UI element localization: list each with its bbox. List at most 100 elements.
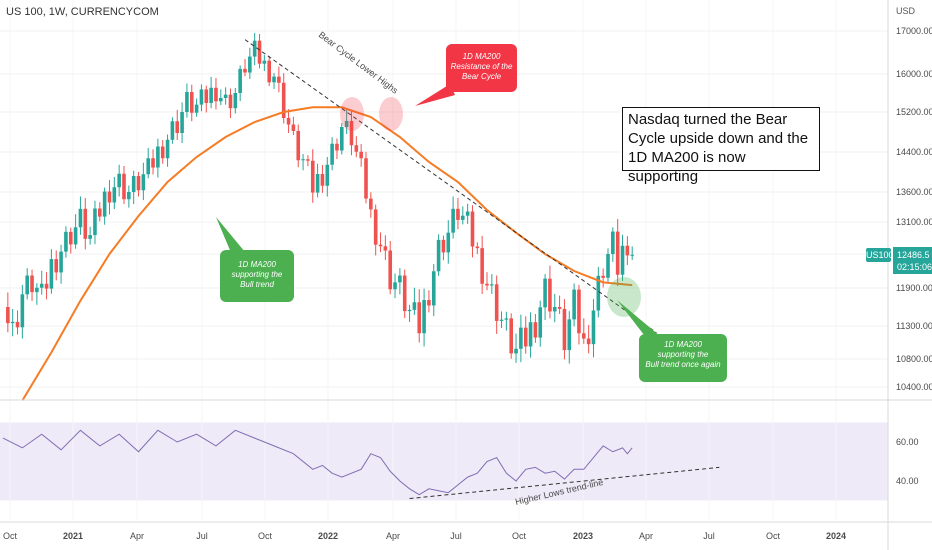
candle-body (523, 327, 528, 347)
candle-body (286, 118, 291, 125)
candle-body (538, 307, 543, 338)
time-tick-label: Apr (639, 531, 653, 541)
time-tick-label: Jul (196, 531, 208, 541)
candle-body (25, 275, 29, 295)
price-tick-label: 13100.00 (896, 217, 932, 227)
price-tick-label: 15200.00 (896, 107, 932, 117)
support-marker (607, 277, 641, 317)
candle-body (494, 284, 499, 321)
ma-touch-marker (379, 97, 403, 131)
candle-body (601, 275, 605, 278)
candle-body (175, 121, 180, 133)
time-tick-label: 2024 (826, 531, 846, 541)
candle-body (180, 112, 184, 133)
candle-body (461, 215, 465, 220)
candle-body (606, 254, 610, 278)
candle-body (102, 191, 107, 217)
candle-body (412, 302, 417, 310)
candle-body (470, 211, 475, 247)
callout-bull-support: 1D MA200 supporting the Bull trend (220, 250, 294, 302)
candle-body (6, 307, 10, 324)
time-tick-label: Apr (386, 531, 400, 541)
candle-body (615, 231, 620, 275)
candle-body (136, 176, 141, 191)
candle-body (528, 322, 533, 347)
bear-lower-highs-line (244, 39, 657, 334)
candle-body (407, 309, 412, 312)
candle-body (170, 121, 175, 140)
candle-body (509, 318, 513, 354)
candle-body (577, 289, 581, 334)
candle-body (199, 89, 204, 105)
candle-body (465, 211, 470, 216)
callout-pointer (216, 217, 245, 255)
price-tick-label: 17000.00 (896, 26, 932, 36)
candle-body (301, 159, 305, 161)
candle-body (402, 275, 407, 312)
candle-body (340, 127, 344, 151)
candle-body (262, 60, 267, 64)
rsi-polyline (2, 429, 633, 496)
candle-body (146, 158, 150, 175)
callout-line: 1D MA200 (664, 340, 702, 349)
time-tick-label: Apr (130, 531, 144, 541)
candle-body (369, 198, 373, 210)
candle-body (417, 302, 422, 334)
candle-body (277, 76, 281, 83)
candle-body (373, 209, 378, 245)
candle-body (557, 307, 562, 309)
candle-body (320, 174, 325, 186)
candle-body (436, 239, 441, 272)
candle-body (446, 232, 451, 253)
callout-line: Bull trend (240, 280, 274, 289)
candle-body (499, 319, 504, 321)
candle-body (214, 87, 218, 102)
candle-body (364, 158, 368, 199)
candle-body (582, 333, 586, 339)
candle-body (98, 208, 102, 217)
time-tick-label: Jul (450, 531, 462, 541)
time-tick-label: Oct (3, 531, 18, 541)
rsi-tick-label: 40.00 (896, 476, 919, 486)
candle-body (185, 92, 189, 112)
callout-support-again: 1D MA200 supporting the Bull trend once … (639, 334, 727, 382)
candle-body (233, 93, 238, 109)
time-tick-label: Oct (258, 531, 273, 541)
callout-resistance: 1D MA200 Resistance of the Bear Cycle (446, 44, 517, 92)
candle-body (165, 139, 170, 159)
candle-body (344, 121, 349, 127)
candle-body (441, 239, 446, 253)
ma-touch-marker (340, 97, 364, 131)
candle-body (427, 300, 431, 306)
candle-body (68, 231, 73, 245)
candle-body (398, 275, 402, 283)
candle-body (107, 191, 112, 203)
candle-body (485, 283, 489, 286)
candle-body (141, 174, 146, 191)
last-price-tag: 12486.5 02:15:06 (893, 247, 932, 274)
candle-body (306, 159, 310, 161)
candle-body (620, 245, 625, 275)
rsi-tick-label: 60.00 (896, 437, 919, 447)
candle-body (514, 348, 518, 354)
candle-body (388, 250, 392, 290)
candle-body (519, 327, 523, 349)
candle-body (30, 275, 34, 293)
candle-body (543, 278, 547, 308)
price-tick-label: 13600.00 (896, 187, 932, 197)
candle-body (127, 192, 131, 200)
time-tick-label: 2023 (573, 531, 593, 541)
candle-body (378, 244, 383, 247)
callout-line: 1D MA200 (238, 260, 276, 269)
candle-body (49, 259, 54, 289)
candle-body (325, 164, 330, 186)
candle-body (151, 158, 155, 168)
rsi-line (2, 429, 633, 496)
candle-body (64, 231, 68, 252)
candle-body (625, 245, 630, 256)
candle-body (83, 208, 88, 239)
currency-label: USD (896, 6, 916, 16)
time-tick-label: Jul (703, 531, 715, 541)
candle-body (586, 338, 591, 345)
candle-body (596, 275, 601, 311)
